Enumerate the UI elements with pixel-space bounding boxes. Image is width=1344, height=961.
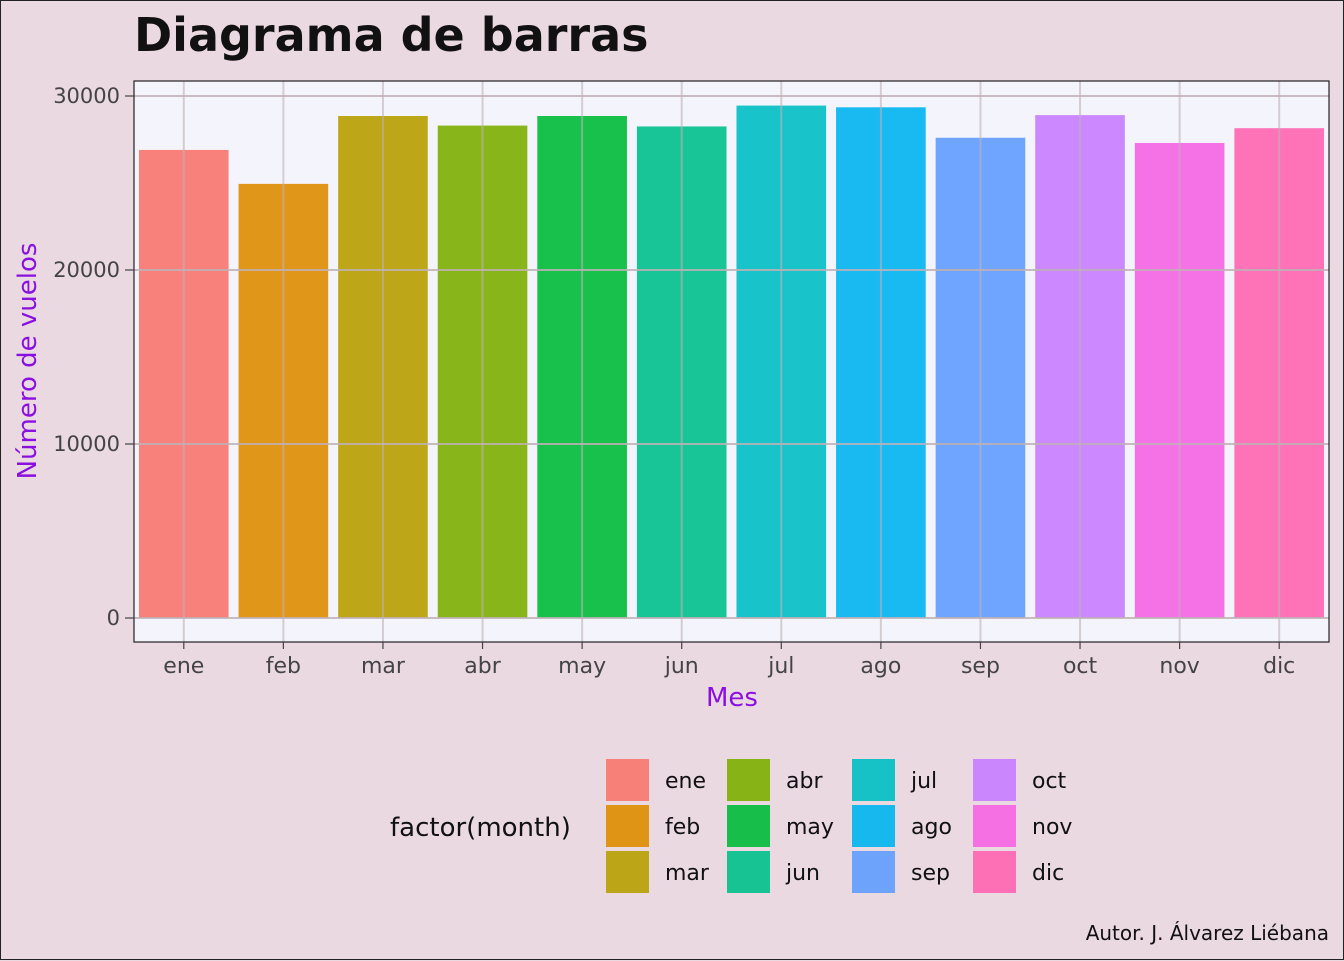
legend-label: jul: [910, 769, 937, 794]
legend-key-feb: [606, 805, 649, 847]
legend-key-sep: [852, 851, 895, 893]
chart-title: Diagrama de barras: [134, 8, 649, 62]
y-axis-label: Número de vuelos: [13, 243, 43, 480]
x-tick-label: oct: [1063, 654, 1098, 679]
x-tick-label: may: [558, 654, 606, 679]
y-tick-label: 0: [107, 606, 120, 630]
legend-label: mar: [665, 861, 710, 886]
legend-key-ene: [606, 759, 649, 801]
legend-key-ago: [852, 805, 895, 847]
legend-label: ago: [911, 815, 952, 840]
legend-label: ene: [665, 769, 706, 794]
legend-label: may: [786, 815, 834, 840]
x-tick-label: sep: [961, 654, 1000, 679]
x-tick-label: feb: [266, 654, 301, 679]
y-axis-ticks: 0 10000 20000 30000: [53, 84, 134, 630]
caption: Autor. J. Álvarez Liébana: [1086, 921, 1329, 945]
x-tick-label: ene: [163, 654, 204, 679]
legend-label: jun: [785, 861, 820, 886]
x-tick-label: ago: [860, 654, 901, 679]
legend-label: nov: [1032, 815, 1072, 840]
grid-lines: [133, 80, 1330, 643]
legend-key-oct: [973, 759, 1016, 801]
legend-label: sep: [911, 861, 950, 886]
legend-label: feb: [665, 815, 700, 840]
legend-label: dic: [1032, 861, 1064, 886]
panel-background: [134, 81, 1329, 642]
legend-label: oct: [1032, 769, 1067, 794]
panel-border: [133, 80, 1330, 643]
x-tick-label: nov: [1159, 654, 1199, 679]
x-tick-label: dic: [1263, 654, 1295, 679]
x-tick-label: mar: [361, 654, 406, 679]
y-tick-label: 20000: [53, 258, 120, 282]
legend-label: abr: [786, 769, 823, 794]
legend-key-may: [727, 805, 770, 847]
legend-key-nov: [973, 805, 1016, 847]
legend-key-jun: [727, 851, 770, 893]
x-tick-label: jun: [664, 654, 699, 679]
legend-key-abr: [727, 759, 770, 801]
plot-panel: [134, 81, 1329, 642]
x-tick-label: jul: [767, 654, 794, 679]
legend-key-jul: [852, 759, 895, 801]
y-tick-label: 30000: [53, 84, 120, 108]
x-axis-label: Mes: [706, 683, 758, 713]
x-tick-label: abr: [464, 654, 501, 679]
x-axis-ticks: ene feb mar abr may jun jul ago sep oct nov dic: [163, 642, 1295, 679]
legend: factor(month) ene feb mar abr may jun jul ago se…: [390, 759, 1072, 893]
legend-key-mar: [606, 851, 649, 893]
legend-title: factor(month): [390, 813, 571, 843]
legend-key-dic: [973, 851, 1016, 893]
y-tick-label: 10000: [53, 432, 120, 456]
